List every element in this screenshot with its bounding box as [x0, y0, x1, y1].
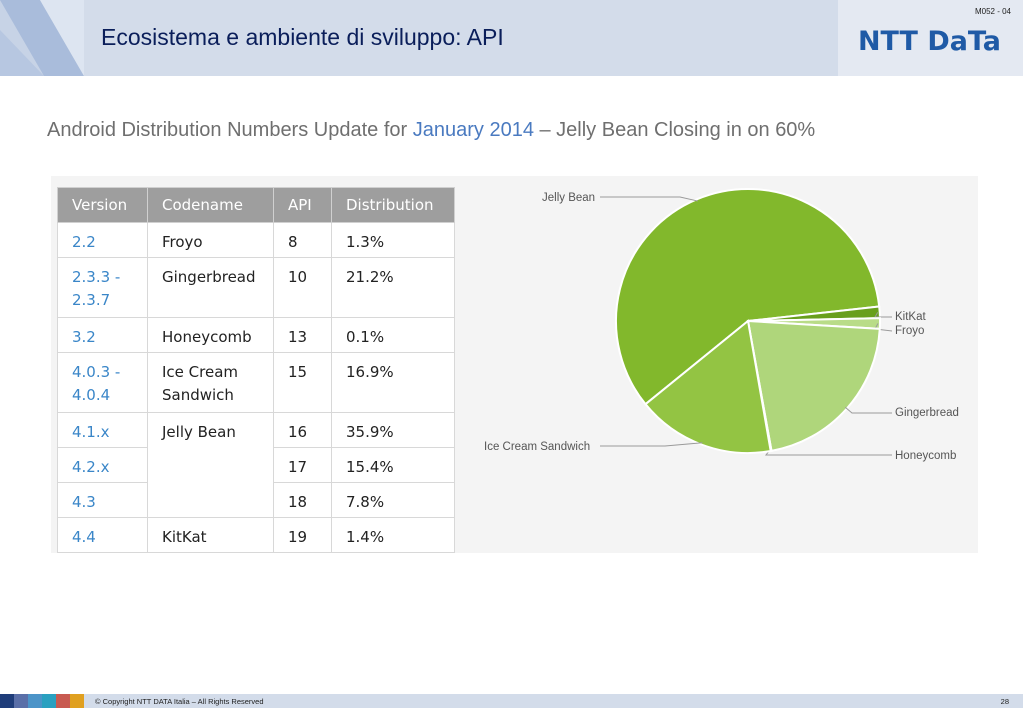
footer-square	[70, 694, 84, 708]
version-cell: 4.0.3 - 4.0.4	[57, 352, 148, 413]
version-cell: 4.3	[57, 482, 148, 518]
footer-color-squares	[0, 694, 84, 708]
distribution-cell: 16.9%	[331, 352, 455, 413]
header-codename: Codename	[147, 187, 274, 223]
codename-cell: Gingerbread	[147, 257, 274, 318]
pie-label-honeycomb: Honeycomb	[895, 450, 956, 462]
footer-square	[0, 694, 14, 708]
table-row: 4.0.3 - 4.0.4 Ice Cream Sandwich 15 16.9…	[57, 352, 455, 413]
subtitle-prefix: Android Distribution Numbers Update for	[47, 119, 413, 141]
header-decoration	[0, 0, 84, 76]
pie-label-gingerbread: Gingerbread	[895, 407, 959, 419]
footer-square	[56, 694, 70, 708]
header-version: Version	[57, 187, 148, 223]
distribution-cell: 7.8%	[331, 482, 455, 518]
table-row: 4.2.x 17 15.4%	[57, 447, 455, 483]
pie-slice-jelly-bean	[615, 188, 881, 406]
slide-subtitle: Android Distribution Numbers Update for …	[47, 119, 815, 142]
codename-cell: Jelly Bean	[147, 412, 274, 518]
subtitle-suffix: – Jelly Bean Closing in on 60%	[533, 119, 816, 141]
distribution-cell: 1.4%	[331, 517, 455, 553]
copyright-text: © Copyright NTT DATA Italia – All Rights…	[95, 697, 264, 706]
distribution-table: Version Codename API Distribution 2.2 Fr…	[57, 187, 455, 553]
footer-bar	[0, 694, 1023, 708]
api-cell: 18	[273, 482, 332, 518]
pie-leader-line-gingerbread	[844, 406, 892, 414]
table-row: 4.1.x Jelly Bean 16 35.9%	[57, 412, 455, 518]
distribution-pie-chart: Jelly Bean KitKat Froyo Gingerbread Honeycom…	[484, 188, 959, 462]
codename-cell: KitKat	[147, 517, 274, 553]
api-cell: 10	[273, 257, 332, 318]
footer-square	[14, 694, 28, 708]
page-title: Ecosistema e ambiente di sviluppo: API	[101, 24, 504, 50]
table-row: 2.2 Froyo 8 1.3%	[57, 222, 455, 258]
version-cell: 4.4	[57, 517, 148, 553]
pie-slice-ice-cream-sandwich	[644, 319, 772, 454]
pie-label-ice-cream-sandwich: Ice Cream Sandwich	[484, 441, 590, 453]
table-header-row: Version Codename API Distribution	[57, 187, 455, 223]
api-cell: 15	[273, 352, 332, 413]
table-row: 3.2 Honeycomb 13 0.1%	[57, 317, 455, 353]
pie-leader-line-ice-cream-sandwich	[600, 442, 703, 447]
version-cell: 3.2	[57, 317, 148, 353]
footer-square	[28, 694, 42, 708]
pie-label-jelly-bean: Jelly Bean	[542, 192, 595, 204]
slide-code: M052 - 04	[974, 7, 1011, 16]
pie-leader-line-kitkat	[874, 312, 892, 318]
distribution-cell: 15.4%	[331, 447, 455, 483]
pie-leader-line-honeycomb	[764, 448, 892, 456]
distribution-cell: 1.3%	[331, 222, 455, 258]
version-cell: 4.1.x	[57, 412, 148, 448]
api-cell: 17	[273, 447, 332, 483]
distribution-cell: 21.2%	[331, 257, 455, 318]
version-cell: 2.3.3 - 2.3.7	[57, 257, 148, 318]
version-cell: 4.2.x	[57, 447, 148, 483]
ntt-data-logo: NTT DaTa	[858, 26, 1001, 56]
logo-text: NTT DaTa	[858, 26, 1001, 56]
pie-label-froyo: Froyo	[895, 325, 924, 337]
pie-leader-line-jelly-bean	[600, 196, 698, 202]
api-cell: 16	[273, 412, 332, 448]
header-distribution: Distribution	[331, 187, 455, 223]
header-api: API	[273, 187, 332, 223]
table-row: 4.4 KitKat 19 1.4%	[57, 517, 455, 553]
table-row: 2.3.3 - 2.3.7 Gingerbread 10 21.2%	[57, 257, 455, 318]
codename-cell: Froyo	[147, 222, 274, 258]
distribution-cell: 0.1%	[331, 317, 455, 353]
logo-box	[838, 0, 1023, 76]
api-cell: 19	[273, 517, 332, 553]
table-row: 4.3 18 7.8%	[57, 482, 455, 518]
subtitle-highlight: January 2014	[412, 119, 534, 141]
page-number: 28	[1000, 697, 1009, 706]
footer-square	[42, 694, 56, 708]
distribution-cell: 35.9%	[331, 412, 455, 448]
api-cell: 13	[273, 317, 332, 353]
api-cell: 8	[273, 222, 332, 258]
codename-cell: Honeycomb	[147, 317, 274, 353]
codename-cell: Ice Cream Sandwich	[147, 352, 274, 413]
version-cell: 2.2	[57, 222, 148, 258]
pie-label-kitkat: KitKat	[895, 311, 926, 323]
